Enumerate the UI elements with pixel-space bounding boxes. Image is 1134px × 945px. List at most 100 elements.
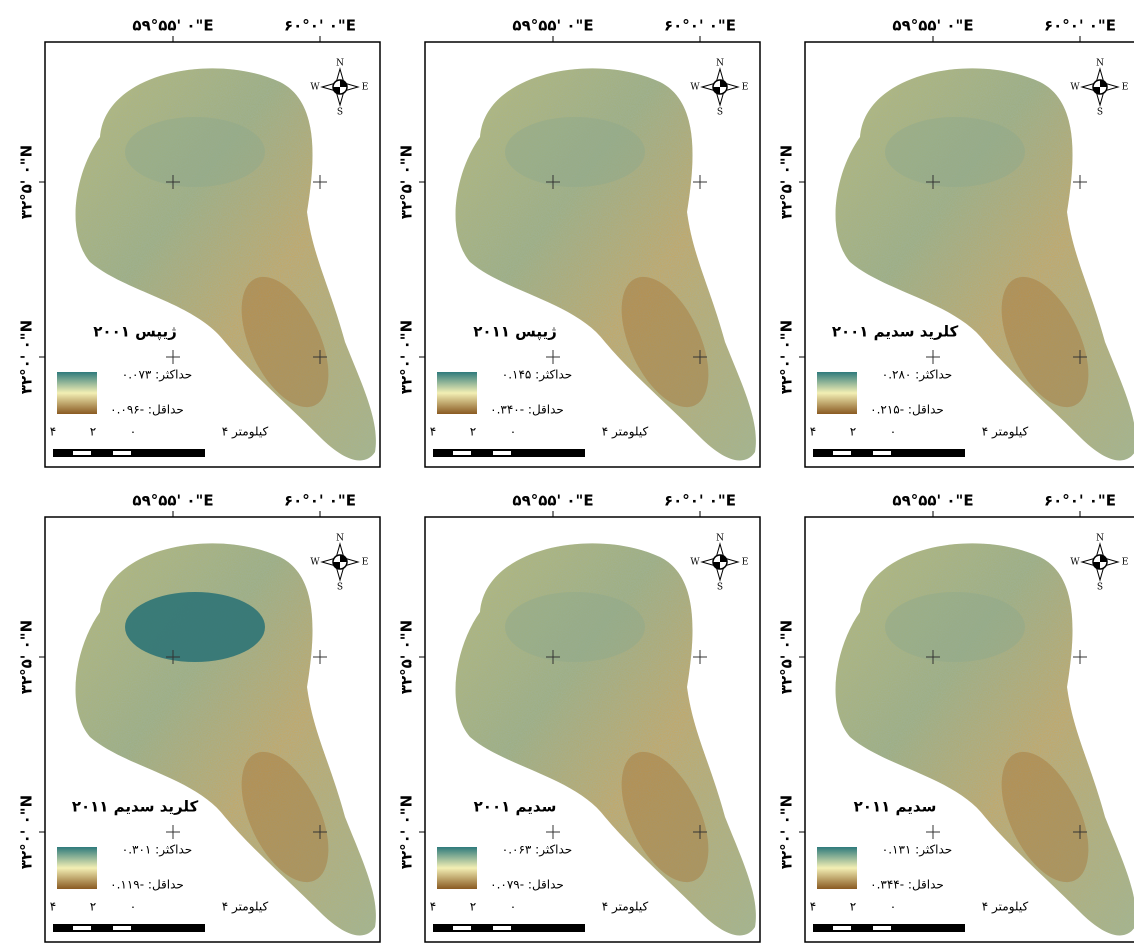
scale-label: کیلومتر ۴ [222,900,269,915]
scale-label: کیلومتر ۴ [982,425,1029,440]
legend-min: حداقل: -۰.۰۷۹ [490,878,564,892]
scale-label: ۴ [430,900,436,914]
compass-w: W [1070,83,1080,93]
latitude-label: ۳۲°۵' ۰"N [18,145,36,219]
scale-label: ۴ [810,425,816,439]
map-panel: ۵۹°۵۵' ۰"E۶۰°۰' ۰"E۳۲°۵' ۰"N۳۲°۰' ۰"NNSE… [18,17,381,468]
longitude-label: ۵۹°۵۵' ۰"E [512,17,593,35]
latitude-label: ۳۲°۰' ۰"N [18,320,36,394]
map-title: ژیپس ۲۰۰۱ [93,323,176,342]
scale-label: ۴ [50,900,56,914]
scale-label: ۲ [90,900,96,914]
map-title: سدیم ۲۰۰۱ [474,798,557,816]
map-title: کلرید سدیم ۲۰۰۱ [832,323,959,341]
legend-min: حداقل: -۰.۳۴۴ [870,878,944,892]
latitude-label: ۳۲°۵' ۰"N [398,145,416,219]
legend-min: حداقل: -۰.۳۴۰ [490,403,564,417]
scale-label: ۴ [810,900,816,914]
latitude-label: ۳۲°۵' ۰"N [398,620,416,694]
scale-label: ۰ [130,900,136,914]
compass-e: E [742,83,749,93]
scale-label: ۴ [50,425,56,439]
scale-segment [833,926,851,930]
scale-segment [493,926,511,930]
scale-label: ۲ [470,425,476,439]
scale-label: ۲ [470,900,476,914]
map-title: ژیپس ۲۰۱۱ [473,323,556,342]
scale-label: ۲ [90,425,96,439]
legend-max: حداکثر: ۰.۲۸۰ [882,368,952,383]
compass-e: E [1122,558,1129,568]
scale-segment [73,926,91,930]
scale-segment [73,451,91,455]
compass-w: W [690,558,700,568]
longitude-label: ۶۰°۰' ۰"E [664,492,736,510]
latitude-label: ۳۲°۵' ۰"N [18,620,36,694]
scale-label: کیلومتر ۴ [602,425,649,440]
terrain-patch [505,117,645,187]
longitude-label: ۵۹°۵۵' ۰"E [132,17,213,35]
latitude-label: ۳۲°۰' ۰"N [778,795,796,869]
terrain-patch [125,592,265,662]
terrain-patch [505,592,645,662]
legend-max: حداکثر: ۰.۰۶۳ [502,843,572,858]
terrain-patch [885,592,1025,662]
compass-n: N [716,534,724,544]
scale-label: ۰ [510,900,516,914]
compass-n: N [336,59,344,69]
scale-segment [833,451,851,455]
legend-ramp [437,847,477,889]
latitude-label: ۳۲°۰' ۰"N [18,795,36,869]
longitude-label: ۵۹°۵۵' ۰"E [892,492,973,510]
compass-s: S [717,108,723,118]
scale-segment [453,926,471,930]
compass-n: N [1096,59,1104,69]
scale-label: کیلومتر ۴ [222,425,269,440]
latitude-label: ۳۲°۰' ۰"N [398,795,416,869]
legend-min: حداقل: -۰.۱۱۹ [110,878,184,892]
scale-segment [493,451,511,455]
latitude-label: ۳۲°۵' ۰"N [778,145,796,219]
legend-ramp [57,847,97,889]
longitude-label: ۶۰°۰' ۰"E [1044,17,1116,35]
legend-max: حداکثر: ۰.۳۰۱ [122,843,192,858]
scale-segment [453,451,471,455]
legend-max: حداکثر: ۰.۰۷۳ [122,368,192,383]
scale-segment [113,926,131,930]
scale-label: ۰ [130,425,136,439]
compass-e: E [742,558,749,568]
compass-s: S [337,108,343,118]
map-title: سدیم ۲۰۱۱ [854,798,937,816]
scale-label: ۰ [510,425,516,439]
latitude-label: ۳۲°۰' ۰"N [398,320,416,394]
map-title: کلرید سدیم ۲۰۱۱ [72,798,199,816]
terrain-patch [885,117,1025,187]
longitude-label: ۶۰°۰' ۰"E [1044,492,1116,510]
compass-n: N [716,59,724,69]
scale-segment [873,926,891,930]
legend-max: حداکثر: ۰.۱۴۵ [502,368,572,383]
compass-s: S [1097,583,1103,593]
longitude-label: ۶۰°۰' ۰"E [284,492,356,510]
compass-s: S [1097,108,1103,118]
scale-label: ۰ [890,425,896,439]
scale-segment [113,451,131,455]
compass-n: N [336,534,344,544]
terrain-patch [125,117,265,187]
longitude-label: ۵۹°۵۵' ۰"E [132,492,213,510]
latitude-label: ۳۲°۰' ۰"N [778,320,796,394]
compass-s: S [717,583,723,593]
longitude-label: ۵۹°۵۵' ۰"E [892,17,973,35]
legend-ramp [817,372,857,414]
scale-segment [873,451,891,455]
legend-max: حداکثر: ۰.۱۳۱ [882,843,952,858]
compass-w: W [1070,558,1080,568]
compass-w: W [690,83,700,93]
scale-label: ۰ [890,900,896,914]
compass-e: E [1122,83,1129,93]
scale-label: ۴ [430,425,436,439]
compass-e: E [362,558,369,568]
